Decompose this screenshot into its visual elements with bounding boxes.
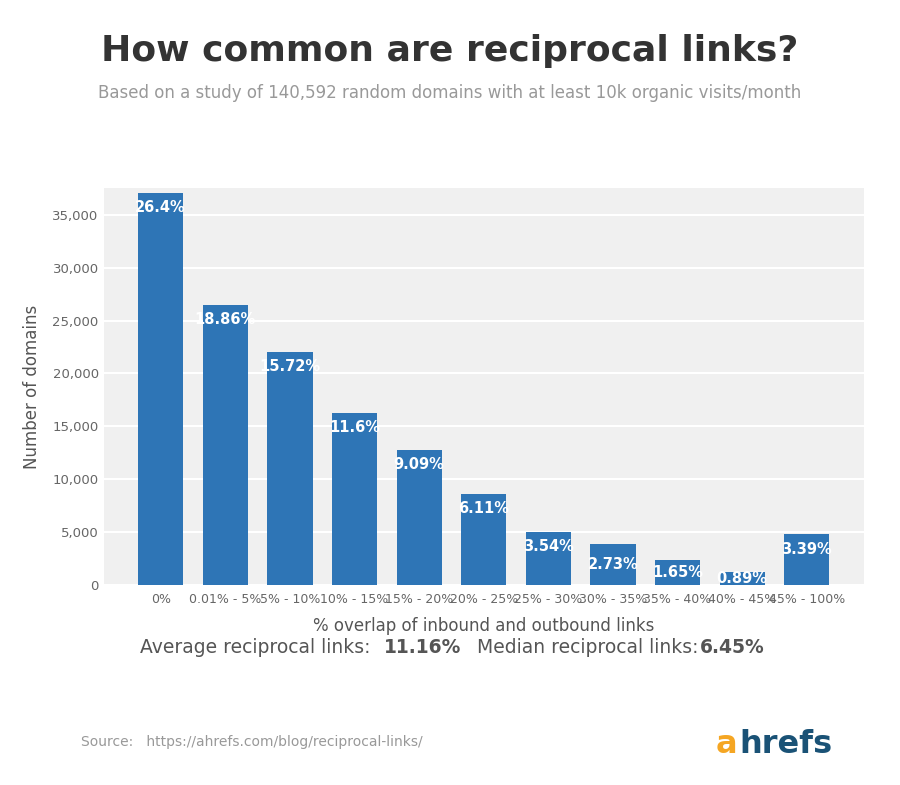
Text: 11.16%: 11.16%: [384, 638, 462, 657]
Text: Source:   https://ahrefs.com/blog/reciprocal-links/: Source: https://ahrefs.com/blog/reciproc…: [81, 735, 423, 749]
Text: hrefs: hrefs: [740, 728, 832, 760]
Text: 6.45%: 6.45%: [700, 638, 765, 657]
Bar: [655, 560, 700, 585]
X-axis label: % overlap of inbound and outbound links: % overlap of inbound and outbound links: [313, 617, 654, 635]
Y-axis label: Number of domains: Number of domains: [23, 305, 41, 469]
Text: 3.39%: 3.39%: [781, 542, 833, 557]
Text: How common are reciprocal links?: How common are reciprocal links?: [102, 34, 798, 68]
Bar: [590, 544, 635, 585]
Text: 15.72%: 15.72%: [259, 359, 320, 374]
Bar: [784, 535, 830, 585]
Bar: [138, 193, 184, 585]
Text: 2.73%: 2.73%: [588, 557, 638, 572]
Bar: [202, 305, 248, 585]
Bar: [397, 450, 442, 585]
Bar: [267, 352, 312, 585]
Text: Based on a study of 140,592 random domains with at least 10k organic visits/mont: Based on a study of 140,592 random domai…: [98, 84, 802, 101]
Text: 1.65%: 1.65%: [652, 565, 703, 580]
Bar: [461, 494, 507, 585]
Text: 3.54%: 3.54%: [523, 539, 574, 554]
Bar: [526, 532, 571, 585]
Text: 6.11%: 6.11%: [458, 501, 509, 517]
Bar: [720, 571, 765, 585]
Text: Average reciprocal links:: Average reciprocal links:: [140, 638, 382, 657]
Text: 26.4%: 26.4%: [135, 200, 186, 215]
Text: 0.89%: 0.89%: [716, 571, 768, 586]
Text: 9.09%: 9.09%: [393, 457, 445, 472]
Text: a: a: [716, 728, 737, 760]
Bar: [332, 413, 377, 585]
Text: 11.6%: 11.6%: [329, 420, 380, 435]
Text: 18.86%: 18.86%: [194, 312, 256, 327]
Text: Median reciprocal links:: Median reciprocal links:: [453, 638, 710, 657]
